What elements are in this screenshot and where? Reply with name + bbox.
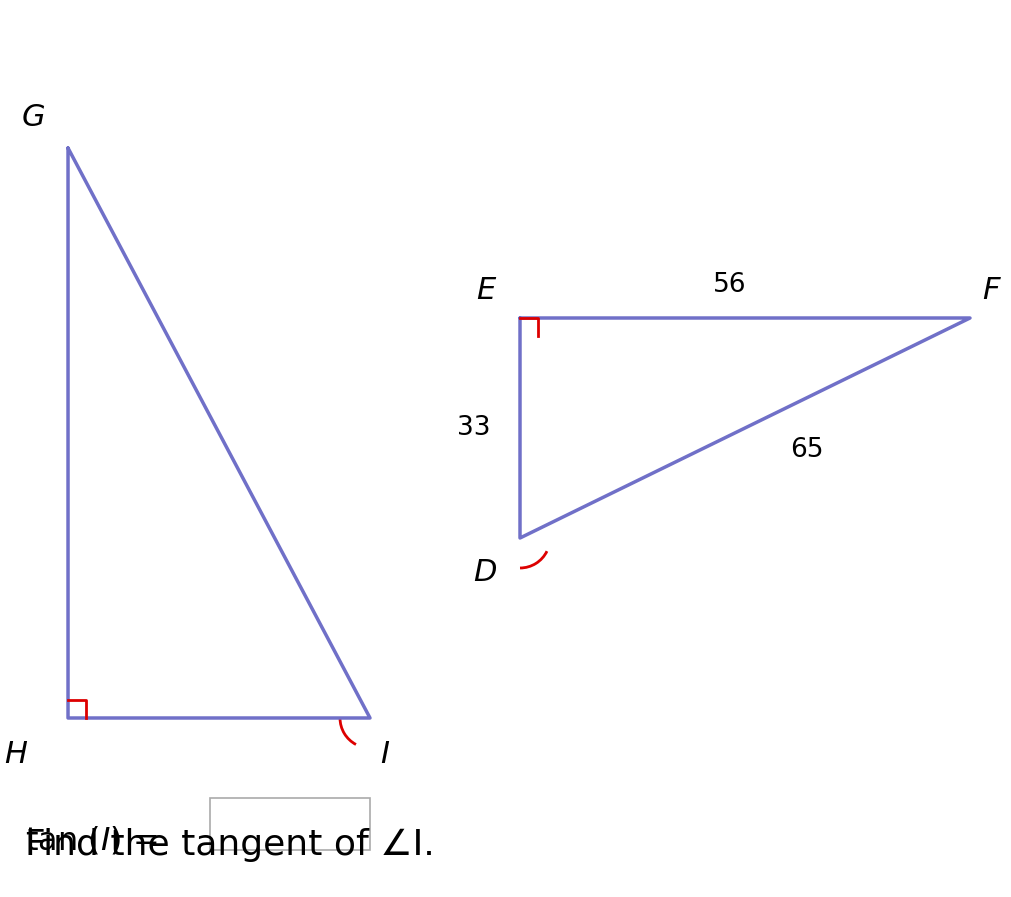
Text: $G$: $G$ xyxy=(21,103,45,132)
Text: $F$: $F$ xyxy=(982,276,1002,305)
Bar xyxy=(210,798,370,850)
Text: Find the tangent of ∠I.: Find the tangent of ∠I. xyxy=(25,828,435,862)
Text: 65: 65 xyxy=(790,437,824,463)
Text: $E$: $E$ xyxy=(476,276,497,305)
Text: $D$: $D$ xyxy=(473,558,497,587)
Text: tan ($I$) =: tan ($I$) = xyxy=(25,825,158,857)
Text: $I$: $I$ xyxy=(380,740,390,769)
Text: $H$: $H$ xyxy=(4,740,28,769)
Text: 33: 33 xyxy=(457,415,490,441)
Text: 56: 56 xyxy=(713,272,747,298)
